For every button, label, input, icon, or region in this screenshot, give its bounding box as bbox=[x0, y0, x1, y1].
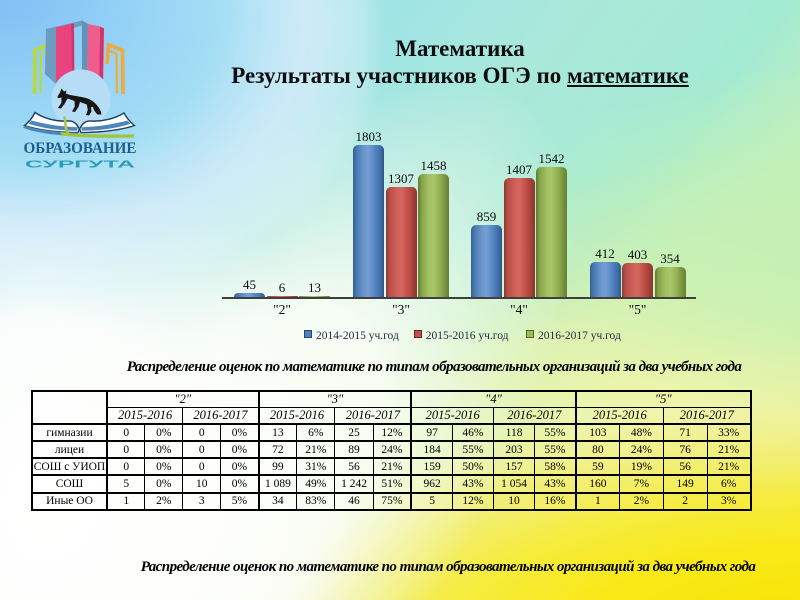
svg-text:СУРГУТА: СУРГУТА bbox=[25, 159, 136, 171]
svg-text:ОБРАЗОВАНИЕ: ОБРАЗОВАНИЕ bbox=[24, 140, 137, 157]
